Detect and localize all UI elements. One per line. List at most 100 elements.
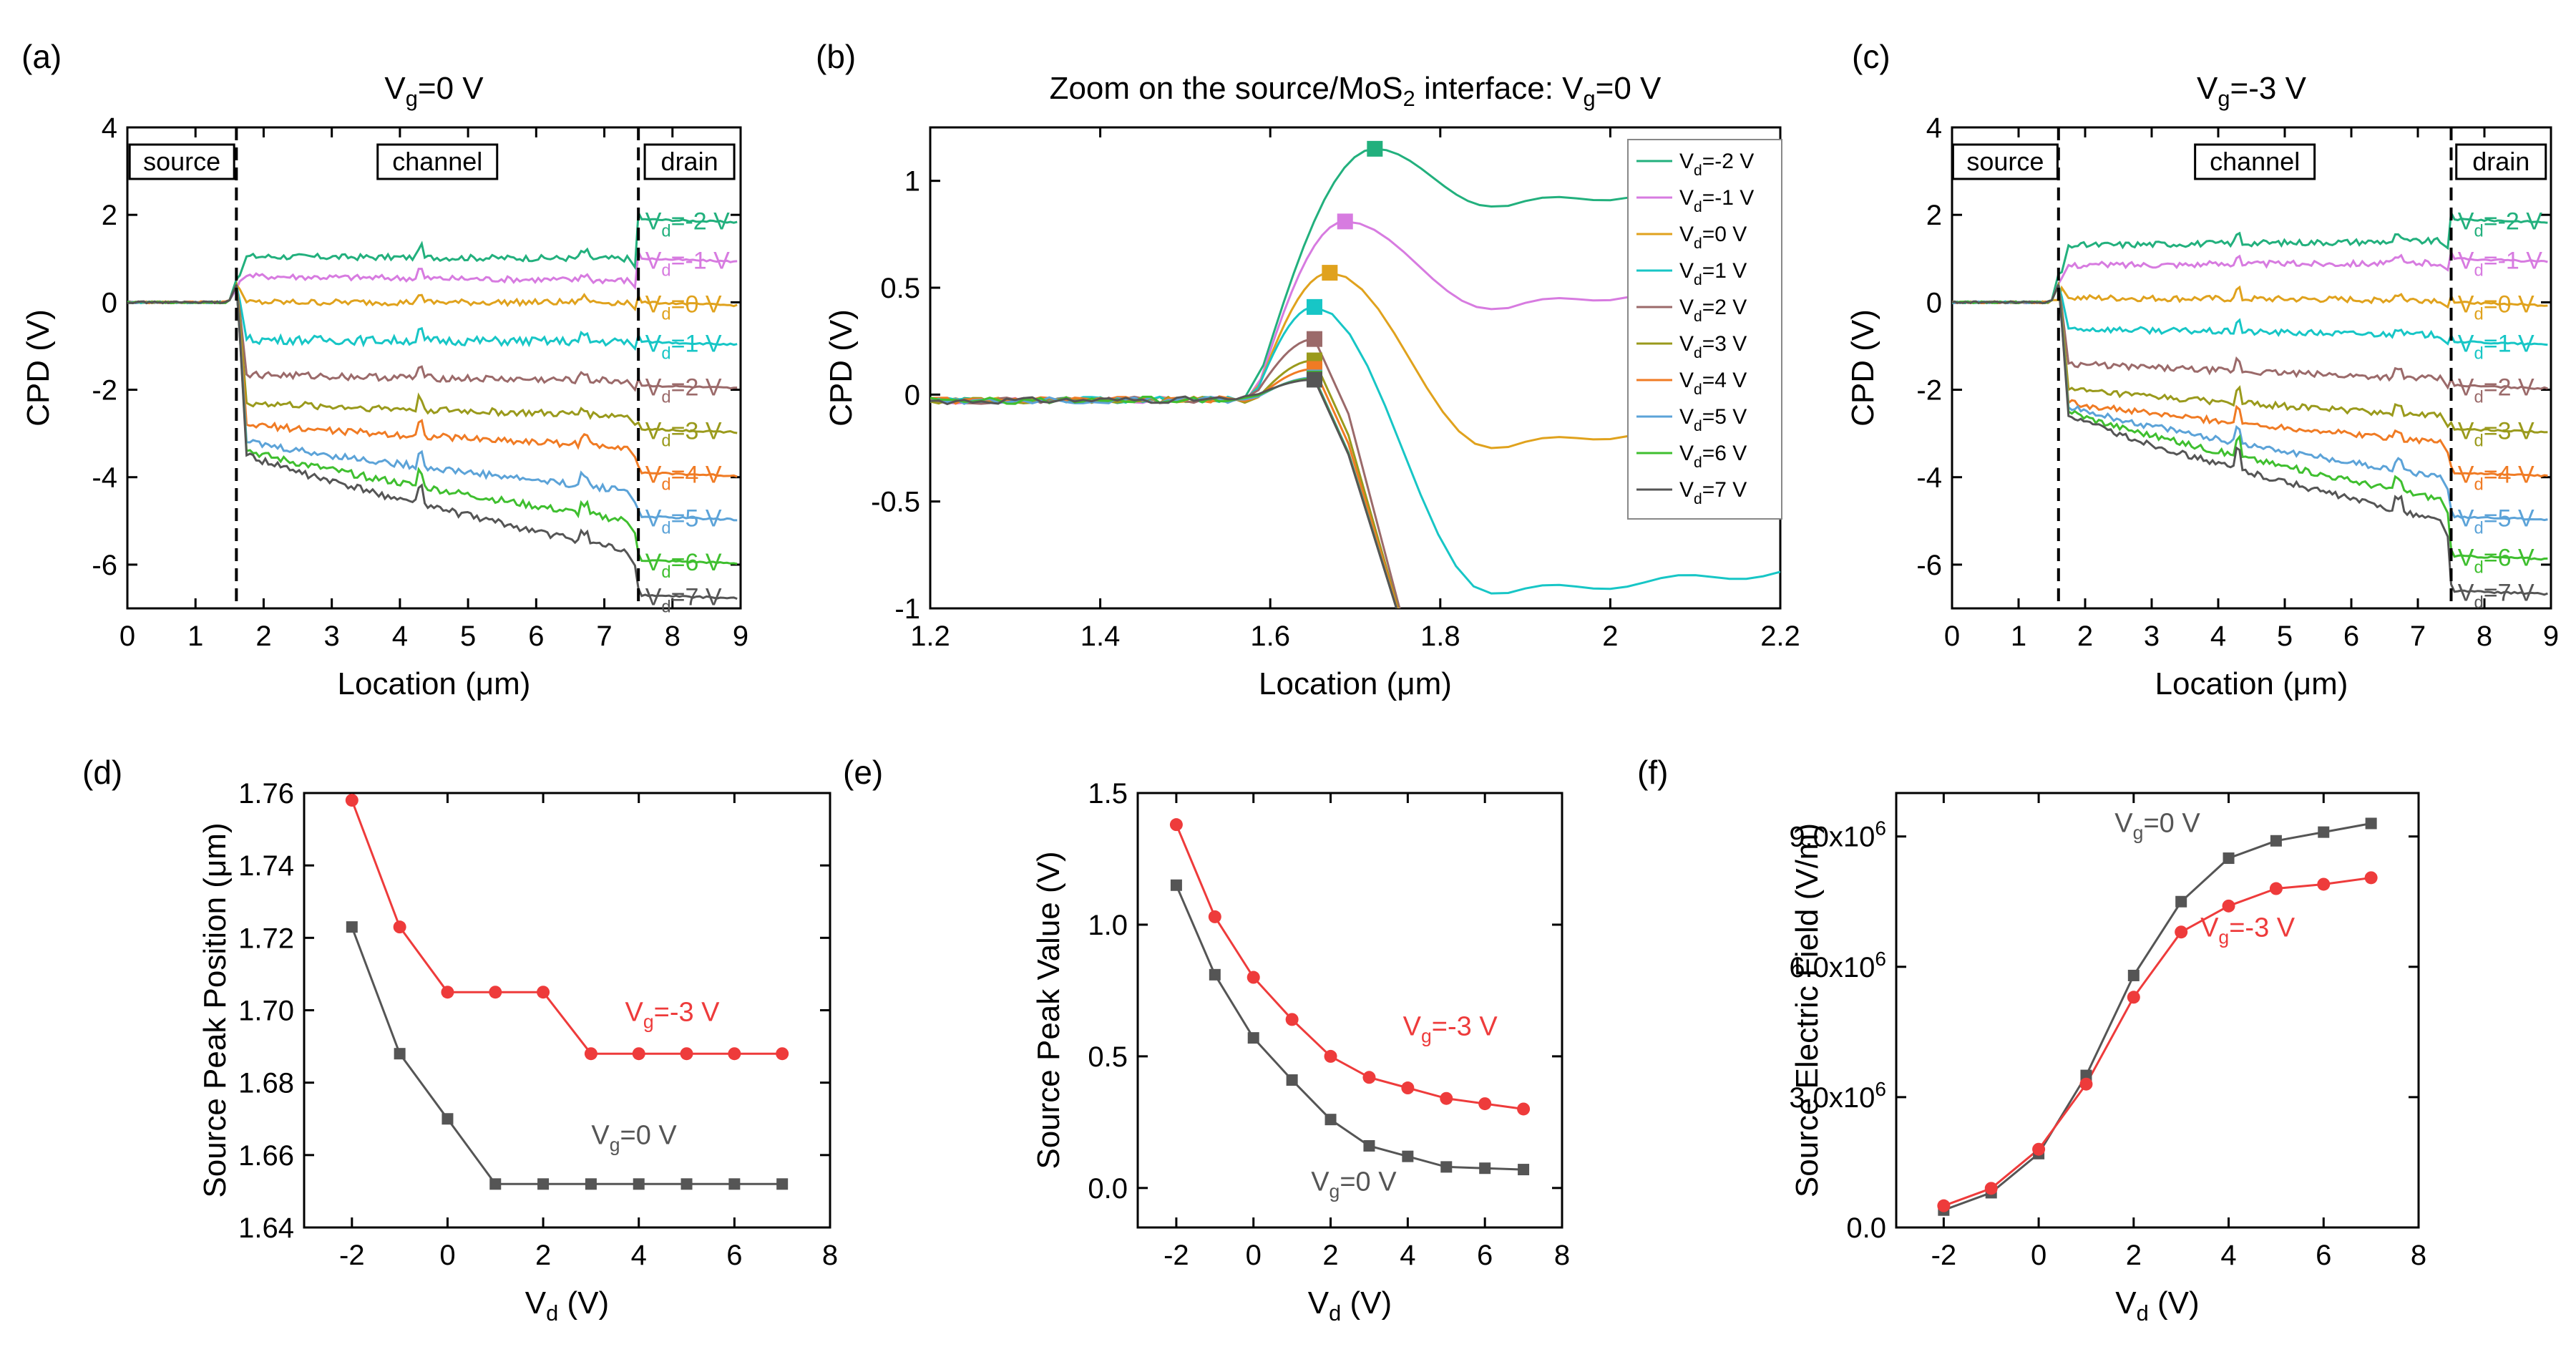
- text-span: d: [2474, 558, 2483, 578]
- region-label-box: [2194, 143, 2316, 180]
- x-axis-label: Location (μm): [2155, 666, 2348, 701]
- x-tick-label: 0: [1246, 1240, 1262, 1271]
- text-span: d: [2474, 261, 2483, 280]
- panel-b: 1.2 1.4 1.6 1.8 2 2.2 -1 -0.5 0 0.5 1 (b) Location (…: [816, 38, 1800, 701]
- text-span: -2: [92, 375, 117, 407]
- x-tick-label: 8: [2477, 621, 2492, 652]
- peak-marker: [1322, 265, 1338, 281]
- peak-marker: [1367, 140, 1383, 157]
- text-span: =6 V: [671, 549, 722, 576]
- text-span: V: [645, 462, 662, 489]
- text-span: d: [2474, 432, 2483, 451]
- region-label-box: [643, 143, 736, 180]
- series-label: Vd=3 V: [645, 418, 722, 451]
- data-point: [680, 1047, 693, 1061]
- legend-entry: Vd=7 V: [1679, 478, 1747, 507]
- x-tick-label: -2: [1163, 1240, 1189, 1271]
- y-tick-label: 1.68: [238, 1068, 294, 1099]
- text-span: 6.0x10: [1789, 952, 1875, 983]
- text-span: =3 V: [1702, 332, 1747, 356]
- text-span: =2 V: [1702, 296, 1747, 319]
- panel-a: 0 1 2 3 4 5 6 7 8 9 -6 -4 -2 0 2 4 (a) Location (μm) CPD (…: [21, 38, 748, 701]
- data-point: [776, 1178, 789, 1190]
- plot-area: [1943, 822, 2371, 1212]
- text-span: -6: [1916, 550, 1942, 581]
- data-point: [728, 1178, 741, 1190]
- y-tick-label: 4: [102, 112, 117, 144]
- axes-frame: [1951, 126, 2552, 610]
- series-label: Vd=7 V: [645, 584, 722, 617]
- text-span: =-3 V: [2229, 913, 2296, 943]
- series-label: Vd=0 V: [2458, 291, 2534, 324]
- text-span: 9.0x10: [1789, 822, 1875, 853]
- y-tick-label: 0: [102, 287, 117, 318]
- x-tick-label: 2: [1602, 621, 1618, 652]
- text-span: =6 V: [1702, 442, 1747, 465]
- text-span: V: [2200, 913, 2219, 943]
- panel-letter: (a): [21, 38, 62, 75]
- text-span: =6 V: [2484, 545, 2534, 572]
- text-span: -6: [92, 550, 117, 581]
- x-tick-label: 9: [2543, 621, 2559, 652]
- text-span: =-3 V: [654, 998, 721, 1028]
- data-point: [1247, 1032, 1259, 1044]
- text-span: g: [2133, 822, 2144, 844]
- text-span: d: [2474, 387, 2483, 407]
- text-span: -1: [894, 593, 920, 625]
- text-span: V: [2458, 208, 2474, 235]
- x-tick-label: 2: [535, 1240, 551, 1271]
- x-axis-label: Location (μm): [338, 666, 531, 701]
- data-point: [441, 1113, 454, 1125]
- y-tick-label: -1: [894, 593, 920, 625]
- text-span: CPD (V): [21, 309, 56, 427]
- plot-area: [1175, 824, 1524, 1171]
- y-tick-label: 1.76: [238, 778, 294, 809]
- text-span: d: [661, 519, 670, 538]
- axes-frame: [1895, 792, 2420, 1229]
- legend-entry: Vd=4 V: [1679, 369, 1747, 398]
- text-span: V: [1679, 150, 1694, 173]
- text-span: =4 V: [1702, 369, 1747, 392]
- y-axis-label: CPD (V): [1845, 309, 1880, 427]
- text-span: =2 V: [671, 374, 722, 401]
- text-span: V: [2197, 71, 2218, 106]
- data-point: [1440, 1091, 1453, 1105]
- plot-area: [127, 208, 738, 600]
- text-span: =-1 V: [1702, 186, 1755, 210]
- region-label-drain: drain: [2472, 147, 2529, 176]
- x-tick-label: 2: [2077, 621, 2093, 652]
- x-tick-label: 4: [2210, 621, 2226, 652]
- y-tick-label: -6: [92, 550, 117, 581]
- series-label: Vd=7 V: [2458, 580, 2534, 613]
- x-tick-label: 6: [528, 621, 544, 652]
- text-span: V: [384, 71, 406, 106]
- text-span: CPD (V): [824, 309, 859, 427]
- data-point: [1984, 1182, 1998, 1195]
- text-span: =5 V: [1702, 405, 1747, 429]
- series-label: Vd=4 V: [645, 462, 722, 495]
- y-tick-label: 1.70: [238, 996, 294, 1027]
- text-span: d: [1694, 345, 1702, 361]
- y-tick-label: 9.0x106: [1789, 817, 1886, 853]
- text-span: =0 V: [1596, 71, 1662, 106]
- y-tick-label: -0.5: [871, 487, 920, 518]
- text-span: d: [2474, 221, 2483, 240]
- text-span: V: [2458, 418, 2474, 445]
- text-span: g: [2218, 86, 2230, 111]
- text-span: 0.0: [1846, 1212, 1886, 1244]
- data-point: [2175, 925, 2188, 939]
- x-tick-label: 9: [733, 621, 748, 652]
- text-span: V: [1679, 405, 1694, 429]
- text-span: V: [2458, 374, 2474, 401]
- text-span: 0: [102, 287, 117, 318]
- x-axis-label: Vd (V): [1308, 1285, 1392, 1326]
- region-label-drain: drain: [661, 147, 718, 176]
- y-tick-label: 0.0: [1846, 1212, 1886, 1244]
- text-span: V: [1679, 259, 1694, 283]
- text-span: V: [1679, 369, 1694, 392]
- data-point: [632, 1047, 645, 1061]
- y-tick-label: -2: [92, 375, 117, 407]
- text-span: 0.5: [1088, 1041, 1128, 1073]
- y-axis-label: CPD (V): [21, 309, 56, 427]
- data-point: [1208, 910, 1221, 923]
